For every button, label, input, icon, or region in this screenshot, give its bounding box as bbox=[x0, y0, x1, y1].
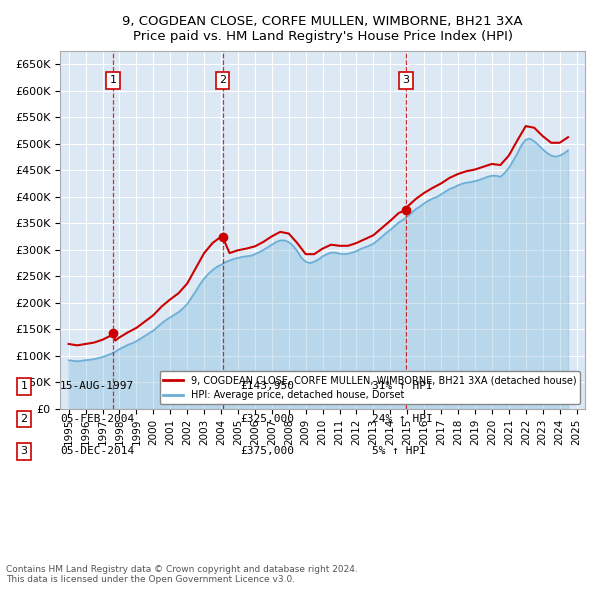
Text: 05-FEB-2004: 05-FEB-2004 bbox=[60, 414, 134, 424]
Text: £325,000: £325,000 bbox=[240, 414, 294, 424]
Text: 31% ↑ HPI: 31% ↑ HPI bbox=[372, 382, 433, 391]
Text: 3: 3 bbox=[403, 76, 409, 86]
Text: 2: 2 bbox=[20, 414, 28, 424]
Text: 2: 2 bbox=[219, 76, 226, 86]
Text: £143,950: £143,950 bbox=[240, 382, 294, 391]
Text: 3: 3 bbox=[20, 447, 28, 456]
Legend: 9, COGDEAN CLOSE, CORFE MULLEN, WIMBORNE, BH21 3XA (detached house), HPI: Averag: 9, COGDEAN CLOSE, CORFE MULLEN, WIMBORNE… bbox=[160, 372, 580, 404]
Title: 9, COGDEAN CLOSE, CORFE MULLEN, WIMBORNE, BH21 3XA
Price paid vs. HM Land Regist: 9, COGDEAN CLOSE, CORFE MULLEN, WIMBORNE… bbox=[122, 15, 523, 43]
Text: 15-AUG-1997: 15-AUG-1997 bbox=[60, 382, 134, 391]
Text: 24% ↑ HPI: 24% ↑ HPI bbox=[372, 414, 433, 424]
Text: Contains HM Land Registry data © Crown copyright and database right 2024.
This d: Contains HM Land Registry data © Crown c… bbox=[6, 565, 358, 584]
Text: 1: 1 bbox=[110, 76, 116, 86]
Text: 1: 1 bbox=[20, 382, 28, 391]
Text: £375,000: £375,000 bbox=[240, 447, 294, 456]
Text: 5% ↑ HPI: 5% ↑ HPI bbox=[372, 447, 426, 456]
Text: 05-DEC-2014: 05-DEC-2014 bbox=[60, 447, 134, 456]
